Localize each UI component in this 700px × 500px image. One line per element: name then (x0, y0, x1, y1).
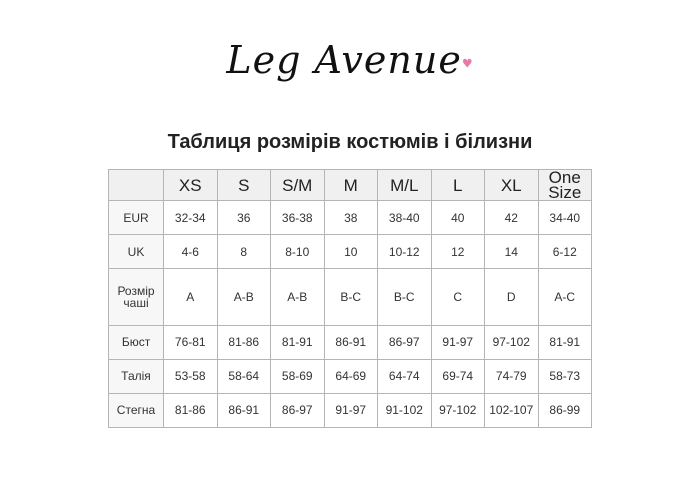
row-label: Розмір чаші (108, 268, 164, 326)
table-row: Талія 53-58 58-64 58-69 64-69 64-74 69-74 74-79… (108, 358, 592, 394)
table-cell: 8 (216, 234, 271, 270)
table-cell: 86-91 (323, 324, 378, 360)
column-header: XS (163, 169, 218, 201)
table-cell: D (484, 268, 539, 326)
table-cell: 6-12 (537, 234, 592, 270)
page-title: Таблиця розмірів костюмів і білизни (167, 131, 533, 153)
table-cell: A-C (537, 268, 592, 326)
table-cell: A-B (270, 268, 325, 326)
table-cell: B-C (323, 268, 378, 326)
table-cell: A-B (216, 268, 271, 326)
table-cell: 36 (216, 199, 271, 236)
table-cell: 74-79 (484, 358, 539, 394)
table-cell: 69-74 (430, 358, 485, 394)
table-cell: 86-91 (216, 392, 271, 429)
table-row: Стегна 81-86 86-91 86-97 91-97 91-102 97-102 10… (108, 392, 592, 429)
table-cell: 86-99 (537, 392, 592, 429)
table-cell: 10 (323, 234, 378, 270)
table-cell: 81-91 (270, 324, 325, 360)
table-row: Розмір чаші A A-B A-B B-C B-C C D A-C (108, 268, 592, 326)
column-header: S (216, 169, 271, 201)
column-header (108, 169, 164, 201)
table-cell: 12 (430, 234, 485, 270)
column-header: M (323, 169, 378, 201)
row-label: Талія (108, 358, 164, 394)
table-cell: 38-40 (377, 199, 432, 236)
column-header: S/M (270, 169, 325, 201)
row-label: UK (108, 234, 164, 270)
table-cell: A (163, 268, 218, 326)
table-cell: B-C (377, 268, 432, 326)
table-cell: 81-91 (537, 324, 592, 360)
table-cell: 34-40 (537, 199, 592, 236)
table-cell: 53-58 (163, 358, 218, 394)
table-cell: 32-34 (163, 199, 218, 236)
table-cell: 91-97 (323, 392, 378, 429)
table-cell: 42 (484, 199, 539, 236)
size-chart-table: XS S S/M M M/L L XL One Size EUR 32-34 36 36-38 38 3… (108, 169, 592, 429)
table-cell: 91-97 (430, 324, 485, 360)
table-cell: 58-64 (216, 358, 271, 394)
table-cell: 97-102 (484, 324, 539, 360)
row-label: Бюст (108, 324, 164, 360)
table-cell: 36-38 (270, 199, 325, 236)
table-cell: 91-102 (377, 392, 432, 429)
table-cell: 58-69 (270, 358, 325, 394)
table-cell: 76-81 (163, 324, 218, 360)
table-row: UK 4-6 8 8-10 10 10-12 12 14 6-12 (108, 234, 592, 270)
table-cell: 64-74 (377, 358, 432, 394)
logo-text: Leg Avenue (226, 38, 462, 82)
row-label: EUR (108, 199, 164, 236)
table-cell: 38 (323, 199, 378, 236)
table-cell: 97-102 (430, 392, 485, 429)
table-cell: 8-10 (270, 234, 325, 270)
table-cell: 102-107 (484, 392, 539, 429)
table-cell: 14 (484, 234, 539, 270)
table-cell: 81-86 (216, 324, 271, 360)
row-label: Стегна (108, 392, 164, 429)
table-header-row: XS S S/M M M/L L XL One Size (108, 169, 592, 201)
table-cell: C (430, 268, 485, 326)
table-cell: 10-12 (377, 234, 432, 270)
brand-logo: Leg Avenue♥ (0, 38, 700, 82)
table-cell: 64-69 (323, 358, 378, 394)
column-header: L (430, 169, 485, 201)
table-row: Бюст 76-81 81-86 81-91 86-91 86-97 91-97 97-102… (108, 324, 592, 360)
table-cell: 81-86 (163, 392, 218, 429)
table-cell: 58-73 (537, 358, 592, 394)
column-header: M/L (377, 169, 432, 201)
heart-icon: ♥ (461, 56, 474, 71)
table-cell: 86-97 (377, 324, 432, 360)
column-header: One Size (537, 169, 592, 201)
table-cell: 86-97 (270, 392, 325, 429)
table-cell: 4-6 (163, 234, 218, 270)
table-row: EUR 32-34 36 36-38 38 38-40 40 42 34-40 (108, 199, 592, 236)
table-cell: 40 (430, 199, 485, 236)
column-header: XL (484, 169, 539, 201)
